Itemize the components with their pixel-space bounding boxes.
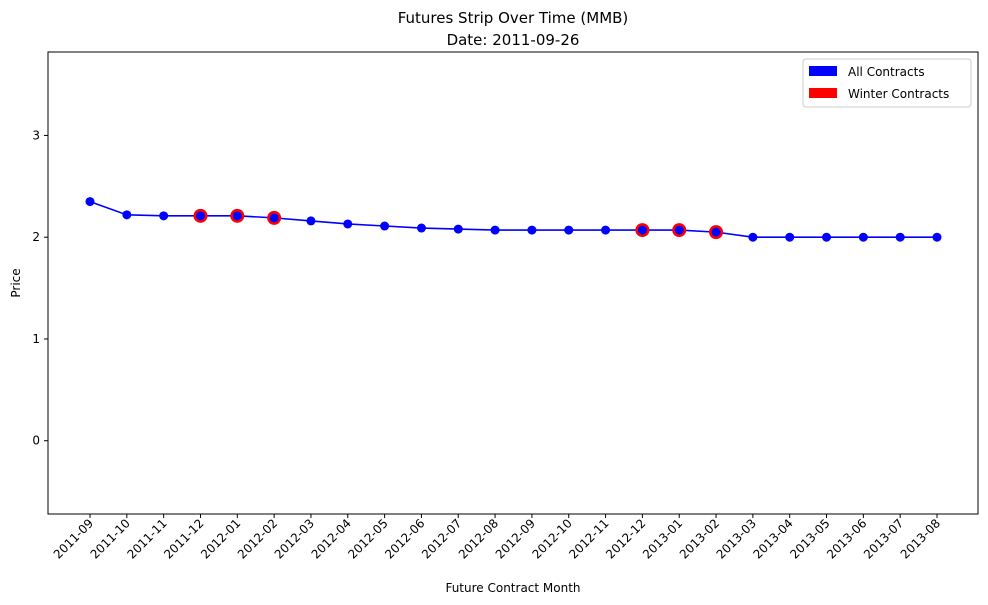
- data-point: [269, 213, 279, 223]
- series-line: [89, 200, 937, 239]
- x-axis: 2011-092011-102011-112011-122012-012012-…: [51, 514, 943, 562]
- x-tick-label: 2013-08: [898, 516, 943, 561]
- plot-area: [47, 51, 979, 515]
- series-all-contracts: [85, 197, 942, 242]
- legend-swatch-all-contracts: [809, 66, 837, 76]
- data-point: [232, 211, 242, 221]
- legend-label-all-contracts: All Contracts: [848, 65, 925, 79]
- y-tick-label: 2: [32, 230, 40, 244]
- data-point: [748, 232, 758, 242]
- data-point: [490, 225, 500, 235]
- data-point: [895, 232, 905, 242]
- data-point: [674, 225, 684, 235]
- data-point: [195, 211, 205, 221]
- legend-label-winter-contracts: Winter Contracts: [848, 87, 949, 101]
- legend: All Contracts Winter Contracts: [802, 58, 972, 108]
- data-point: [343, 219, 353, 229]
- data-point: [601, 225, 611, 235]
- data-point: [527, 225, 537, 235]
- data-point: [785, 232, 795, 242]
- data-point: [858, 232, 868, 242]
- data-point: [85, 197, 95, 207]
- data-point: [453, 224, 463, 234]
- data-point: [637, 225, 647, 235]
- y-tick-label: 3: [32, 128, 40, 142]
- data-point: [711, 227, 721, 237]
- data-point: [564, 225, 574, 235]
- y-axis: 0 1 2 3: [32, 128, 48, 448]
- data-point: [822, 232, 832, 242]
- legend-box: [802, 58, 972, 108]
- data-point: [159, 211, 169, 221]
- legend-swatch-winter-contracts: [809, 88, 837, 98]
- y-tick-label: 0: [32, 434, 40, 448]
- y-tick-label: 1: [32, 332, 40, 346]
- data-point: [416, 223, 426, 233]
- data-point: [306, 216, 316, 226]
- y-axis-label: Price: [9, 268, 23, 297]
- data-point: [380, 221, 390, 231]
- data-point: [932, 232, 942, 242]
- chart-subtitle: Date: 2011-09-26: [447, 31, 580, 49]
- chart-title: Futures Strip Over Time (MMB): [398, 9, 629, 27]
- x-axis-label: Future Contract Month: [445, 581, 580, 595]
- data-point: [122, 210, 132, 220]
